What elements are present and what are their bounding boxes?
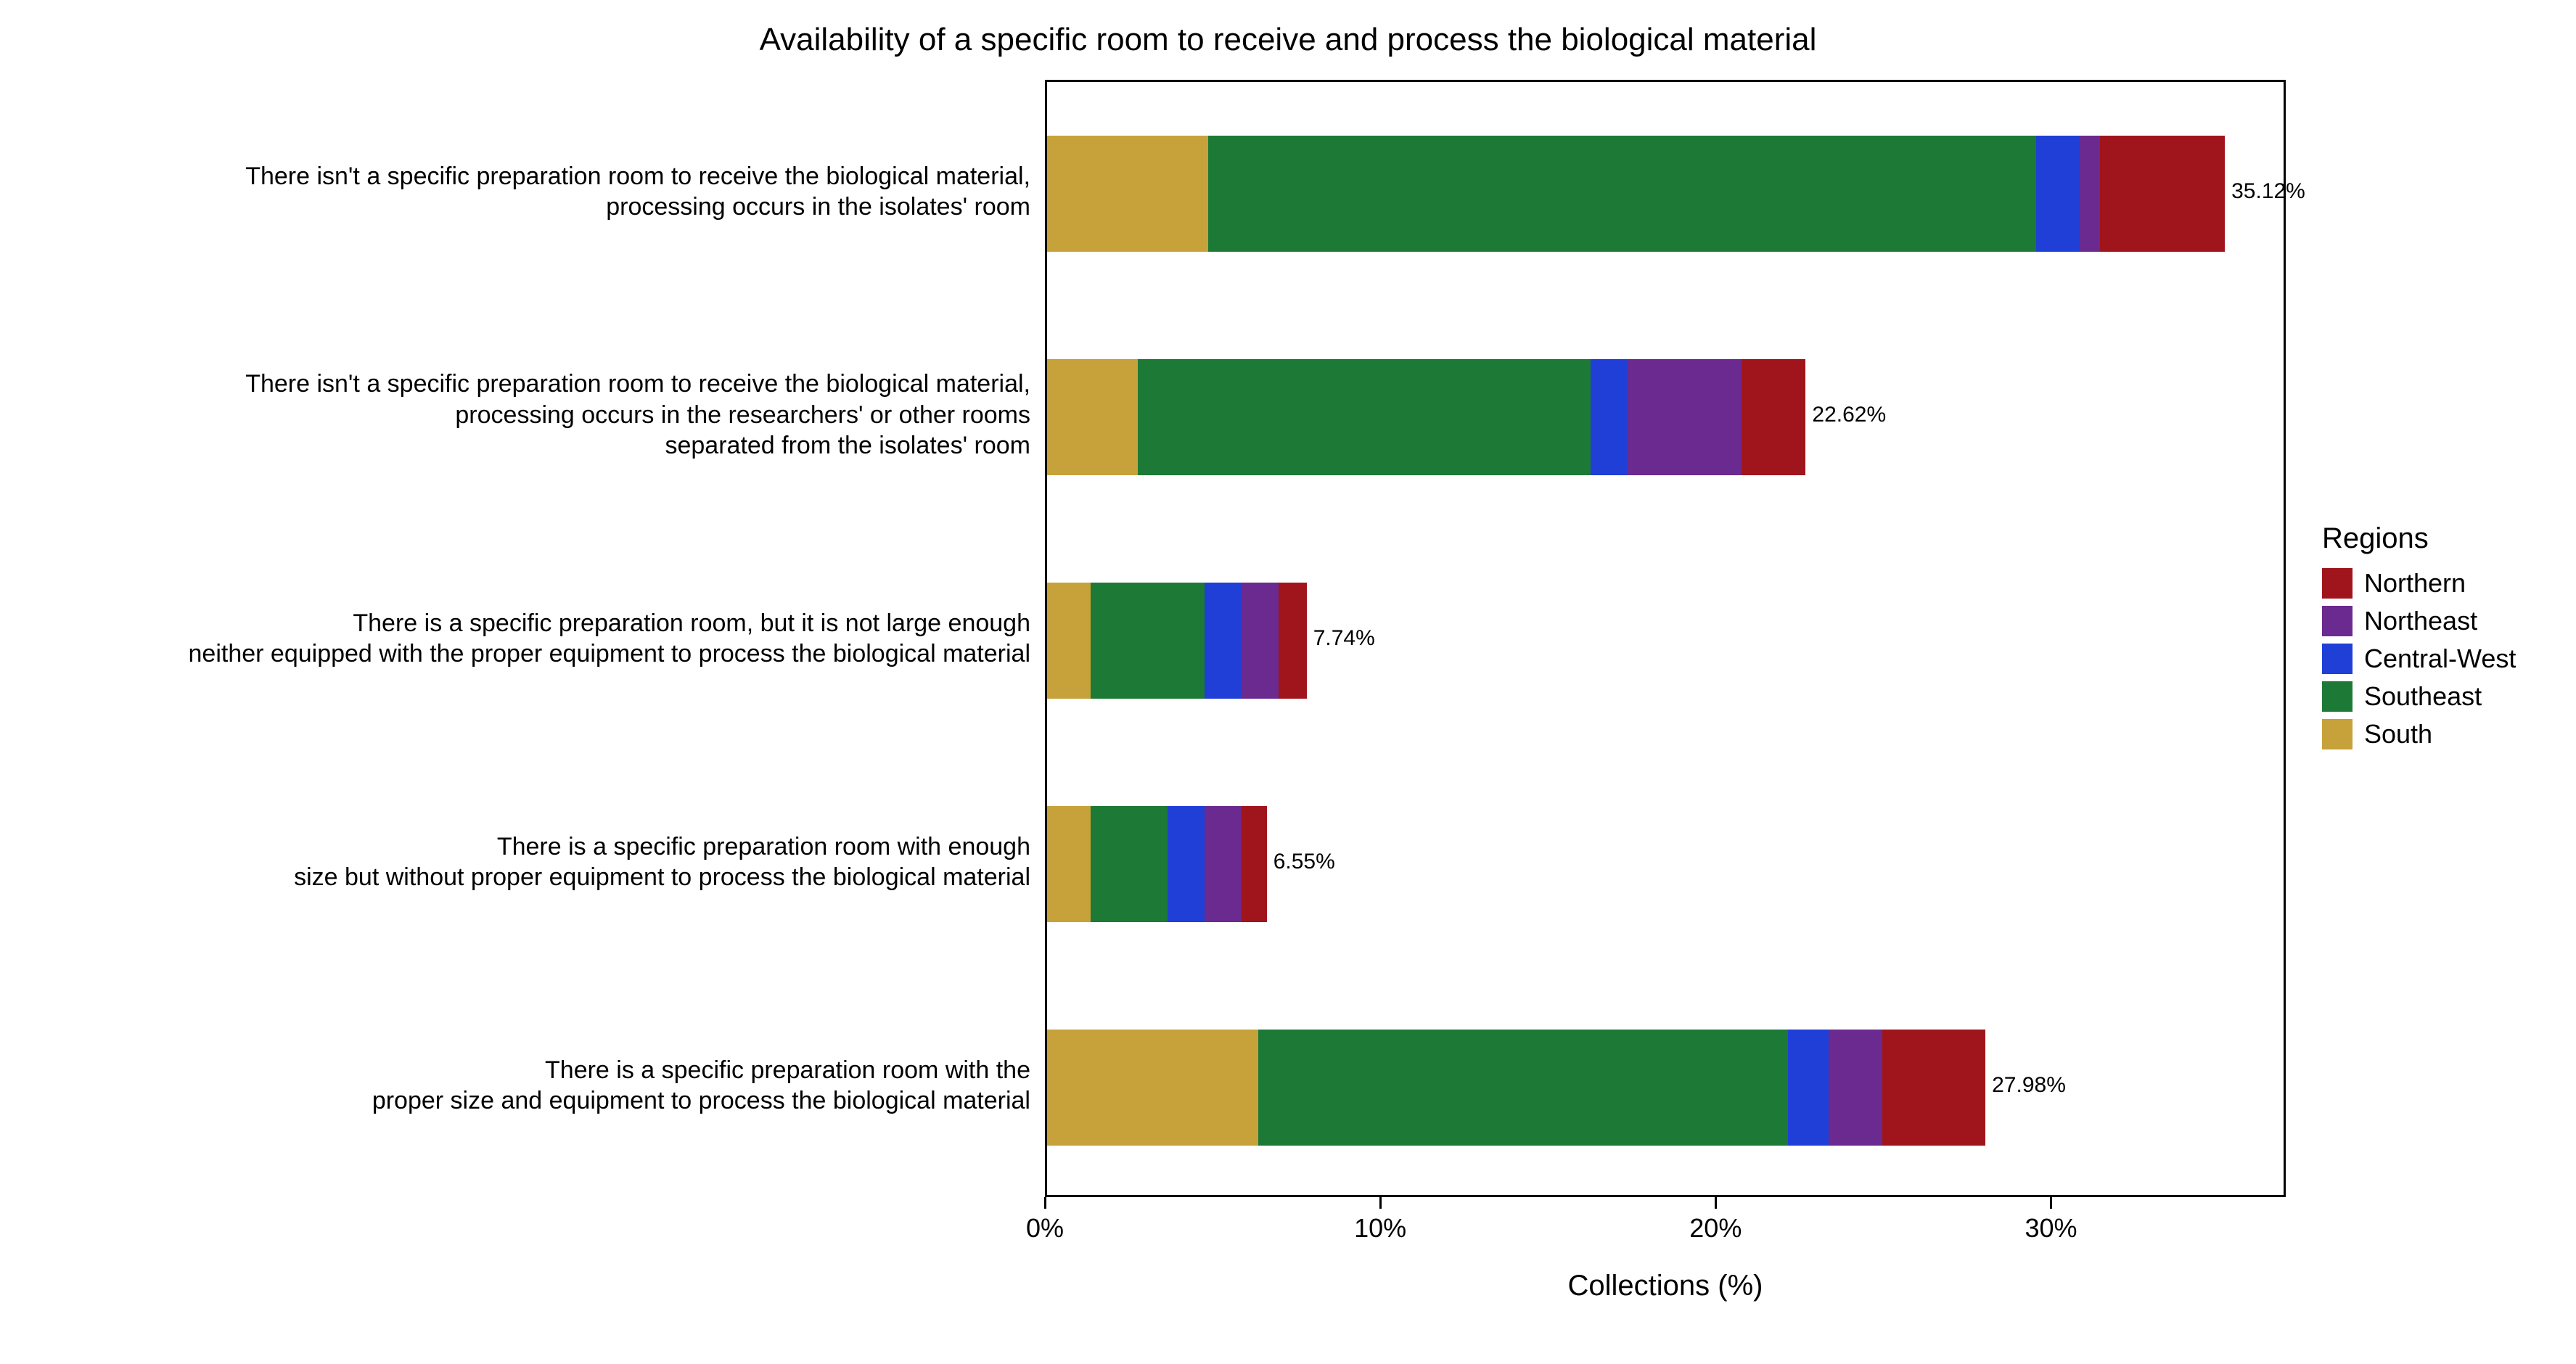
legend-item: Northern <box>2322 568 2516 599</box>
x-tick-mark <box>1715 1197 1717 1209</box>
legend-swatch <box>2322 606 2353 636</box>
bar-segment-southeast <box>1091 583 1205 699</box>
legend-item: Southeast <box>2322 681 2516 712</box>
bar-segment-northern <box>1882 1030 1985 1146</box>
bar-segment-south <box>1047 136 1208 252</box>
chart-title: Availability of a specific room to recei… <box>0 22 2576 58</box>
legend-item: Central-West <box>2322 644 2516 674</box>
bar-segment-southeast <box>1138 359 1591 475</box>
legend-label: Northern <box>2364 568 2466 599</box>
x-tick-mark <box>1044 1197 1046 1209</box>
bar-segment-northeast <box>1628 359 1742 475</box>
bar-segment-southeast <box>1091 806 1168 922</box>
bar-segment-northern <box>1742 359 1806 475</box>
bar-segment-northeast <box>1829 1030 1882 1146</box>
bar-segment-northeast <box>1205 806 1242 922</box>
x-tick-label: 0% <box>1026 1213 1064 1244</box>
bar-segment-south <box>1047 359 1138 475</box>
legend: Regions Northern Northeast Central-West Sou… <box>2322 522 2516 757</box>
bar-segment-southeast <box>1208 136 2037 252</box>
bar-segment-central_west <box>1168 806 1205 922</box>
bar-total-label: 22.62% <box>1812 403 1886 427</box>
legend-swatch <box>2322 644 2353 674</box>
legend-label: South <box>2364 719 2432 749</box>
bar-segment-central_west <box>1788 1030 1828 1146</box>
bar-row <box>1047 1030 1985 1146</box>
bar-segment-northeast <box>1242 583 1279 699</box>
bar-total-label: 27.98% <box>1992 1073 2066 1098</box>
legend-label: Southeast <box>2364 681 2482 712</box>
legend-swatch <box>2322 719 2353 749</box>
bar-segment-south <box>1047 583 1091 699</box>
legend-item: Northeast <box>2322 606 2516 636</box>
bar-total-label: 7.74% <box>1313 626 1375 651</box>
bar-total-label: 6.55% <box>1273 850 1335 874</box>
bar-segment-northeast <box>2080 136 2100 252</box>
legend-title: Regions <box>2322 522 2516 555</box>
bar-segment-central_west <box>1591 359 1628 475</box>
x-axis-label: Collections (%) <box>1045 1270 2286 1302</box>
bar-segment-central_west <box>2036 136 2080 252</box>
plot-panel <box>1045 80 2286 1197</box>
y-tick-label: There is a specific preparation room wit… <box>372 1055 1030 1117</box>
legend-swatch <box>2322 681 2353 712</box>
x-tick-label: 10% <box>1354 1213 1406 1244</box>
x-tick-label: 30% <box>2025 1213 2077 1244</box>
bar-total-label: 35.12% <box>2231 179 2305 204</box>
y-tick-label: There isn't a specific preparation room … <box>245 369 1030 461</box>
legend-label: Central-West <box>2364 644 2516 674</box>
bar-row <box>1047 806 1267 922</box>
bar-row <box>1047 583 1307 699</box>
bar-segment-south <box>1047 1030 1258 1146</box>
bar-segment-northern <box>1242 806 1267 922</box>
legend-item: South <box>2322 719 2516 749</box>
y-tick-label: There is a specific preparation room, bu… <box>189 608 1030 670</box>
bar-segment-northern <box>1279 583 1307 699</box>
y-tick-label: There is a specific preparation room wit… <box>294 831 1030 893</box>
legend-swatch <box>2322 568 2353 599</box>
bar-row <box>1047 136 2225 252</box>
bar-segment-central_west <box>1205 583 1242 699</box>
bar-row <box>1047 359 1805 475</box>
bar-segment-southeast <box>1258 1030 1788 1146</box>
y-tick-label: There isn't a specific preparation room … <box>245 161 1030 223</box>
bar-segment-south <box>1047 806 1091 922</box>
chart-container: Availability of a specific room to recei… <box>0 0 2576 1364</box>
bar-segment-northern <box>2100 136 2225 252</box>
x-tick-mark <box>1379 1197 1382 1209</box>
x-tick-label: 20% <box>1689 1213 1742 1244</box>
legend-label: Northeast <box>2364 606 2477 636</box>
x-tick-mark <box>2050 1197 2052 1209</box>
